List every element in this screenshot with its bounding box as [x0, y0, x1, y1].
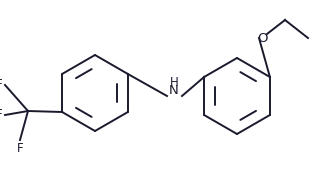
- Text: F: F: [0, 78, 3, 92]
- Text: O: O: [258, 31, 268, 44]
- Text: N: N: [169, 84, 179, 97]
- Text: F: F: [17, 142, 23, 155]
- Text: F: F: [0, 108, 3, 121]
- Text: H: H: [170, 76, 178, 89]
